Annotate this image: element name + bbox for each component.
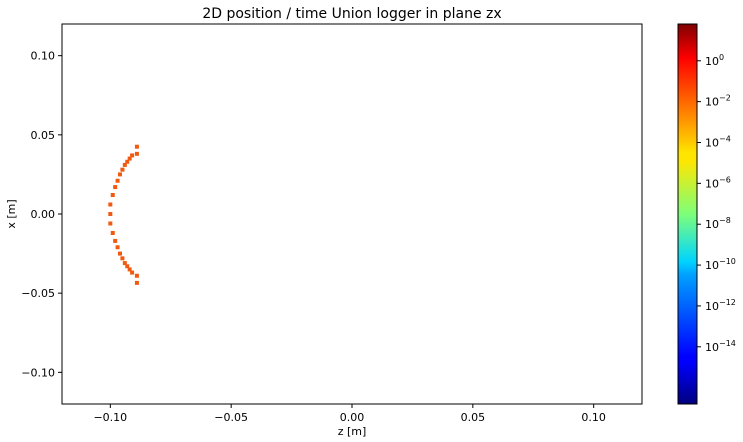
- x-tick-label: −0.10: [93, 411, 127, 424]
- heatmap-cell: [127, 156, 132, 161]
- heatmap-cell: [113, 238, 118, 243]
- y-tick-label: 0.05: [31, 129, 56, 142]
- heatmap-cell: [120, 256, 125, 261]
- heatmap-cell: [130, 270, 135, 275]
- heatmap-cell: [130, 153, 135, 158]
- colorbar-tick-label: 10−4: [705, 134, 731, 149]
- colorbar-ticks: 100 10−2 10−4 10−6 10−8 10−10 10−12 10−14: [697, 53, 736, 354]
- x-tick-label: −0.05: [214, 411, 248, 424]
- x-tick-label: 0.05: [461, 411, 486, 424]
- heatmap-cell: [134, 151, 139, 156]
- x-axis-label: z [m]: [338, 425, 367, 438]
- colorbar-tick-label: 10−6: [705, 175, 731, 190]
- heatmap-cell: [115, 245, 120, 250]
- chart-title: 2D position / time Union logger in plane…: [202, 6, 501, 22]
- y-tick-label: 0.10: [31, 50, 56, 63]
- colorbar-tick-label: 10−10: [705, 257, 736, 272]
- heatmap-cell: [110, 231, 115, 235]
- y-tick-label: −0.05: [21, 287, 55, 300]
- heatmap-cell: [108, 221, 113, 226]
- colorbar-gradient: [677, 23, 698, 405]
- plot-area: −0.10 −0.05 0.00 0.05 0.10 0.10 0.05 0.00 −0.05…: [21, 23, 643, 424]
- heatmap-cells: [108, 144, 139, 285]
- heatmap-cell: [125, 264, 130, 269]
- heatmap-cell: [134, 273, 139, 278]
- colorbar-tick-label: 10−14: [705, 339, 736, 354]
- x-axis-ticks: −0.10 −0.05 0.00 0.05 0.10: [93, 404, 606, 424]
- colorbar-tick-label: 10−2: [705, 94, 731, 109]
- x-tick-label: 0.00: [340, 411, 365, 424]
- y-axis-label: x [m]: [5, 199, 18, 228]
- heatmap-cell: [134, 144, 139, 149]
- heatmap-cell: [108, 212, 113, 216]
- heatmap-cell: [125, 159, 130, 164]
- heatmap-cell: [134, 280, 139, 285]
- colorbar-tick-label: 10−8: [705, 216, 731, 231]
- heatmap-cell: [118, 251, 122, 256]
- heatmap-cell: [108, 202, 113, 207]
- heatmap-cell: [122, 261, 127, 266]
- y-axis-ticks: 0.10 0.05 0.00 −0.05 −0.10: [21, 50, 62, 379]
- heatmap-cell: [120, 167, 125, 172]
- plot-frame: [61, 23, 643, 405]
- heatmap-cell: [127, 267, 132, 272]
- heatmap-cell: [122, 162, 127, 167]
- y-tick-label: −0.10: [21, 366, 55, 379]
- heatmap-cell: [110, 193, 115, 197]
- colorbar-tick-label: 100: [705, 53, 724, 68]
- colorbar: 100 10−2 10−4 10−6 10−8 10−10 10−12 10−14: [677, 23, 736, 405]
- heatmap-cell: [115, 178, 120, 183]
- x-tick-label: 0.10: [581, 411, 606, 424]
- y-tick-label: 0.00: [31, 208, 56, 221]
- heatmap-cell: [113, 185, 118, 190]
- colorbar-tick-label: 10−12: [705, 298, 736, 313]
- heatmap-cell: [118, 172, 122, 177]
